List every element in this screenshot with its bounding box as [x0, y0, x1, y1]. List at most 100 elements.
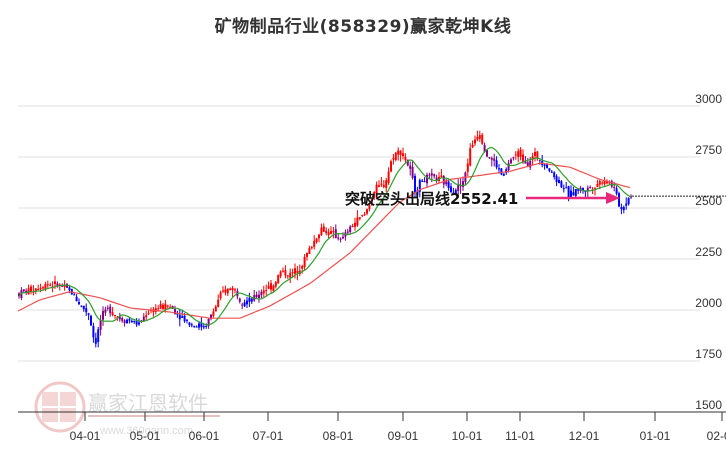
- candle-body: [90, 315, 92, 326]
- candle-body: [351, 226, 354, 228]
- candle-body: [279, 271, 282, 277]
- candle-body: [416, 190, 419, 195]
- candle-body: [224, 289, 227, 293]
- candle-body: [78, 302, 80, 305]
- candle-body: [512, 157, 515, 159]
- candle-body: [546, 164, 548, 168]
- candle-body: [390, 161, 392, 172]
- candle-body: [426, 174, 428, 184]
- candle-body: [272, 285, 275, 291]
- candle-body: [325, 230, 328, 234]
- candle-body: [82, 305, 85, 310]
- candle-body: [157, 308, 160, 310]
- candle-body: [109, 306, 112, 314]
- candle-body: [332, 231, 335, 233]
- candle-body: [442, 176, 445, 185]
- watermark-brand: 赢家江恩软件: [88, 391, 208, 415]
- x-tick-label: 11-01: [505, 429, 535, 443]
- candle-body: [474, 139, 476, 144]
- candle-body: [176, 313, 179, 315]
- candle-body: [44, 284, 47, 289]
- y-tick-label: 1750: [695, 347, 722, 361]
- candle-body: [248, 297, 251, 302]
- candle-body: [394, 152, 397, 160]
- candle-body: [354, 222, 356, 227]
- candle-body: [534, 151, 536, 157]
- candle-body: [102, 311, 104, 320]
- candle-body: [382, 184, 385, 187]
- candle-body: [495, 160, 498, 168]
- candle-body: [92, 325, 95, 338]
- candle-body: [111, 312, 114, 315]
- candle-body: [217, 299, 220, 307]
- candle-body: [22, 289, 25, 292]
- candle-body: [207, 318, 210, 326]
- candle-body: [570, 190, 572, 199]
- candle-body: [402, 153, 404, 157]
- candle-body: [349, 226, 352, 233]
- candle-body: [291, 272, 294, 274]
- candle-body: [270, 283, 272, 290]
- candle-body: [277, 275, 280, 284]
- candle-body: [519, 149, 522, 157]
- candle-body: [366, 209, 368, 214]
- candle-body: [164, 303, 167, 310]
- candle-body: [135, 321, 138, 325]
- candle-body: [303, 256, 306, 268]
- candle-body: [375, 184, 378, 194]
- x-tick-label: 10-01: [452, 429, 483, 443]
- candle-body: [346, 231, 349, 233]
- y-tick-label: 2000: [695, 296, 722, 310]
- y-tick-label: 3000: [695, 92, 722, 106]
- annotation-label: 突破空头出局线2552.41: [345, 190, 518, 208]
- x-tick-label: 06-01: [189, 429, 220, 443]
- candle-body: [231, 287, 234, 291]
- candle-body: [555, 176, 558, 182]
- candle-body: [514, 154, 517, 156]
- candle-body: [622, 207, 625, 211]
- candle-body: [30, 286, 32, 292]
- candle-body: [370, 199, 373, 206]
- candle-body: [598, 181, 601, 185]
- candle-body: [572, 192, 575, 196]
- candle-body: [133, 320, 136, 322]
- candle-body: [66, 283, 68, 288]
- candle-body: [625, 203, 628, 206]
- candle-body: [51, 286, 54, 288]
- candle-body: [68, 287, 71, 290]
- candle-body: [505, 169, 508, 173]
- candle-body: [342, 236, 344, 239]
- candle-body: [114, 314, 116, 316]
- candle-body: [322, 226, 325, 232]
- candle-body: [327, 232, 330, 236]
- candle-body: [454, 189, 457, 195]
- candle-body: [289, 272, 292, 278]
- candle-body: [529, 161, 532, 168]
- candle-body: [315, 238, 318, 242]
- candle-body: [18, 293, 20, 297]
- candle-body: [536, 151, 539, 159]
- candle-body: [358, 217, 361, 219]
- candle-body: [418, 180, 421, 192]
- x-tick-label: 01-01: [640, 429, 671, 443]
- candle-body: [574, 188, 577, 196]
- candle-body: [411, 166, 414, 178]
- candle-body: [310, 247, 313, 249]
- candle-body: [195, 326, 198, 328]
- candle-body: [627, 197, 630, 205]
- candle-body: [478, 135, 481, 139]
- candle-body: [586, 187, 589, 191]
- candle-body: [265, 290, 268, 292]
- candle-body: [615, 188, 618, 194]
- y-axis-labels: 1500 1750 2000 2250 2500 2750 3000: [695, 92, 722, 412]
- watermark-logo-cell: [60, 392, 76, 406]
- candle-body: [387, 171, 390, 184]
- candle-body: [471, 144, 474, 148]
- candle-body: [301, 266, 304, 269]
- candle-body: [490, 158, 493, 160]
- candle-body: [118, 316, 121, 320]
- candle-body: [406, 159, 409, 166]
- candle-body: [226, 288, 229, 294]
- candle-body: [378, 185, 380, 187]
